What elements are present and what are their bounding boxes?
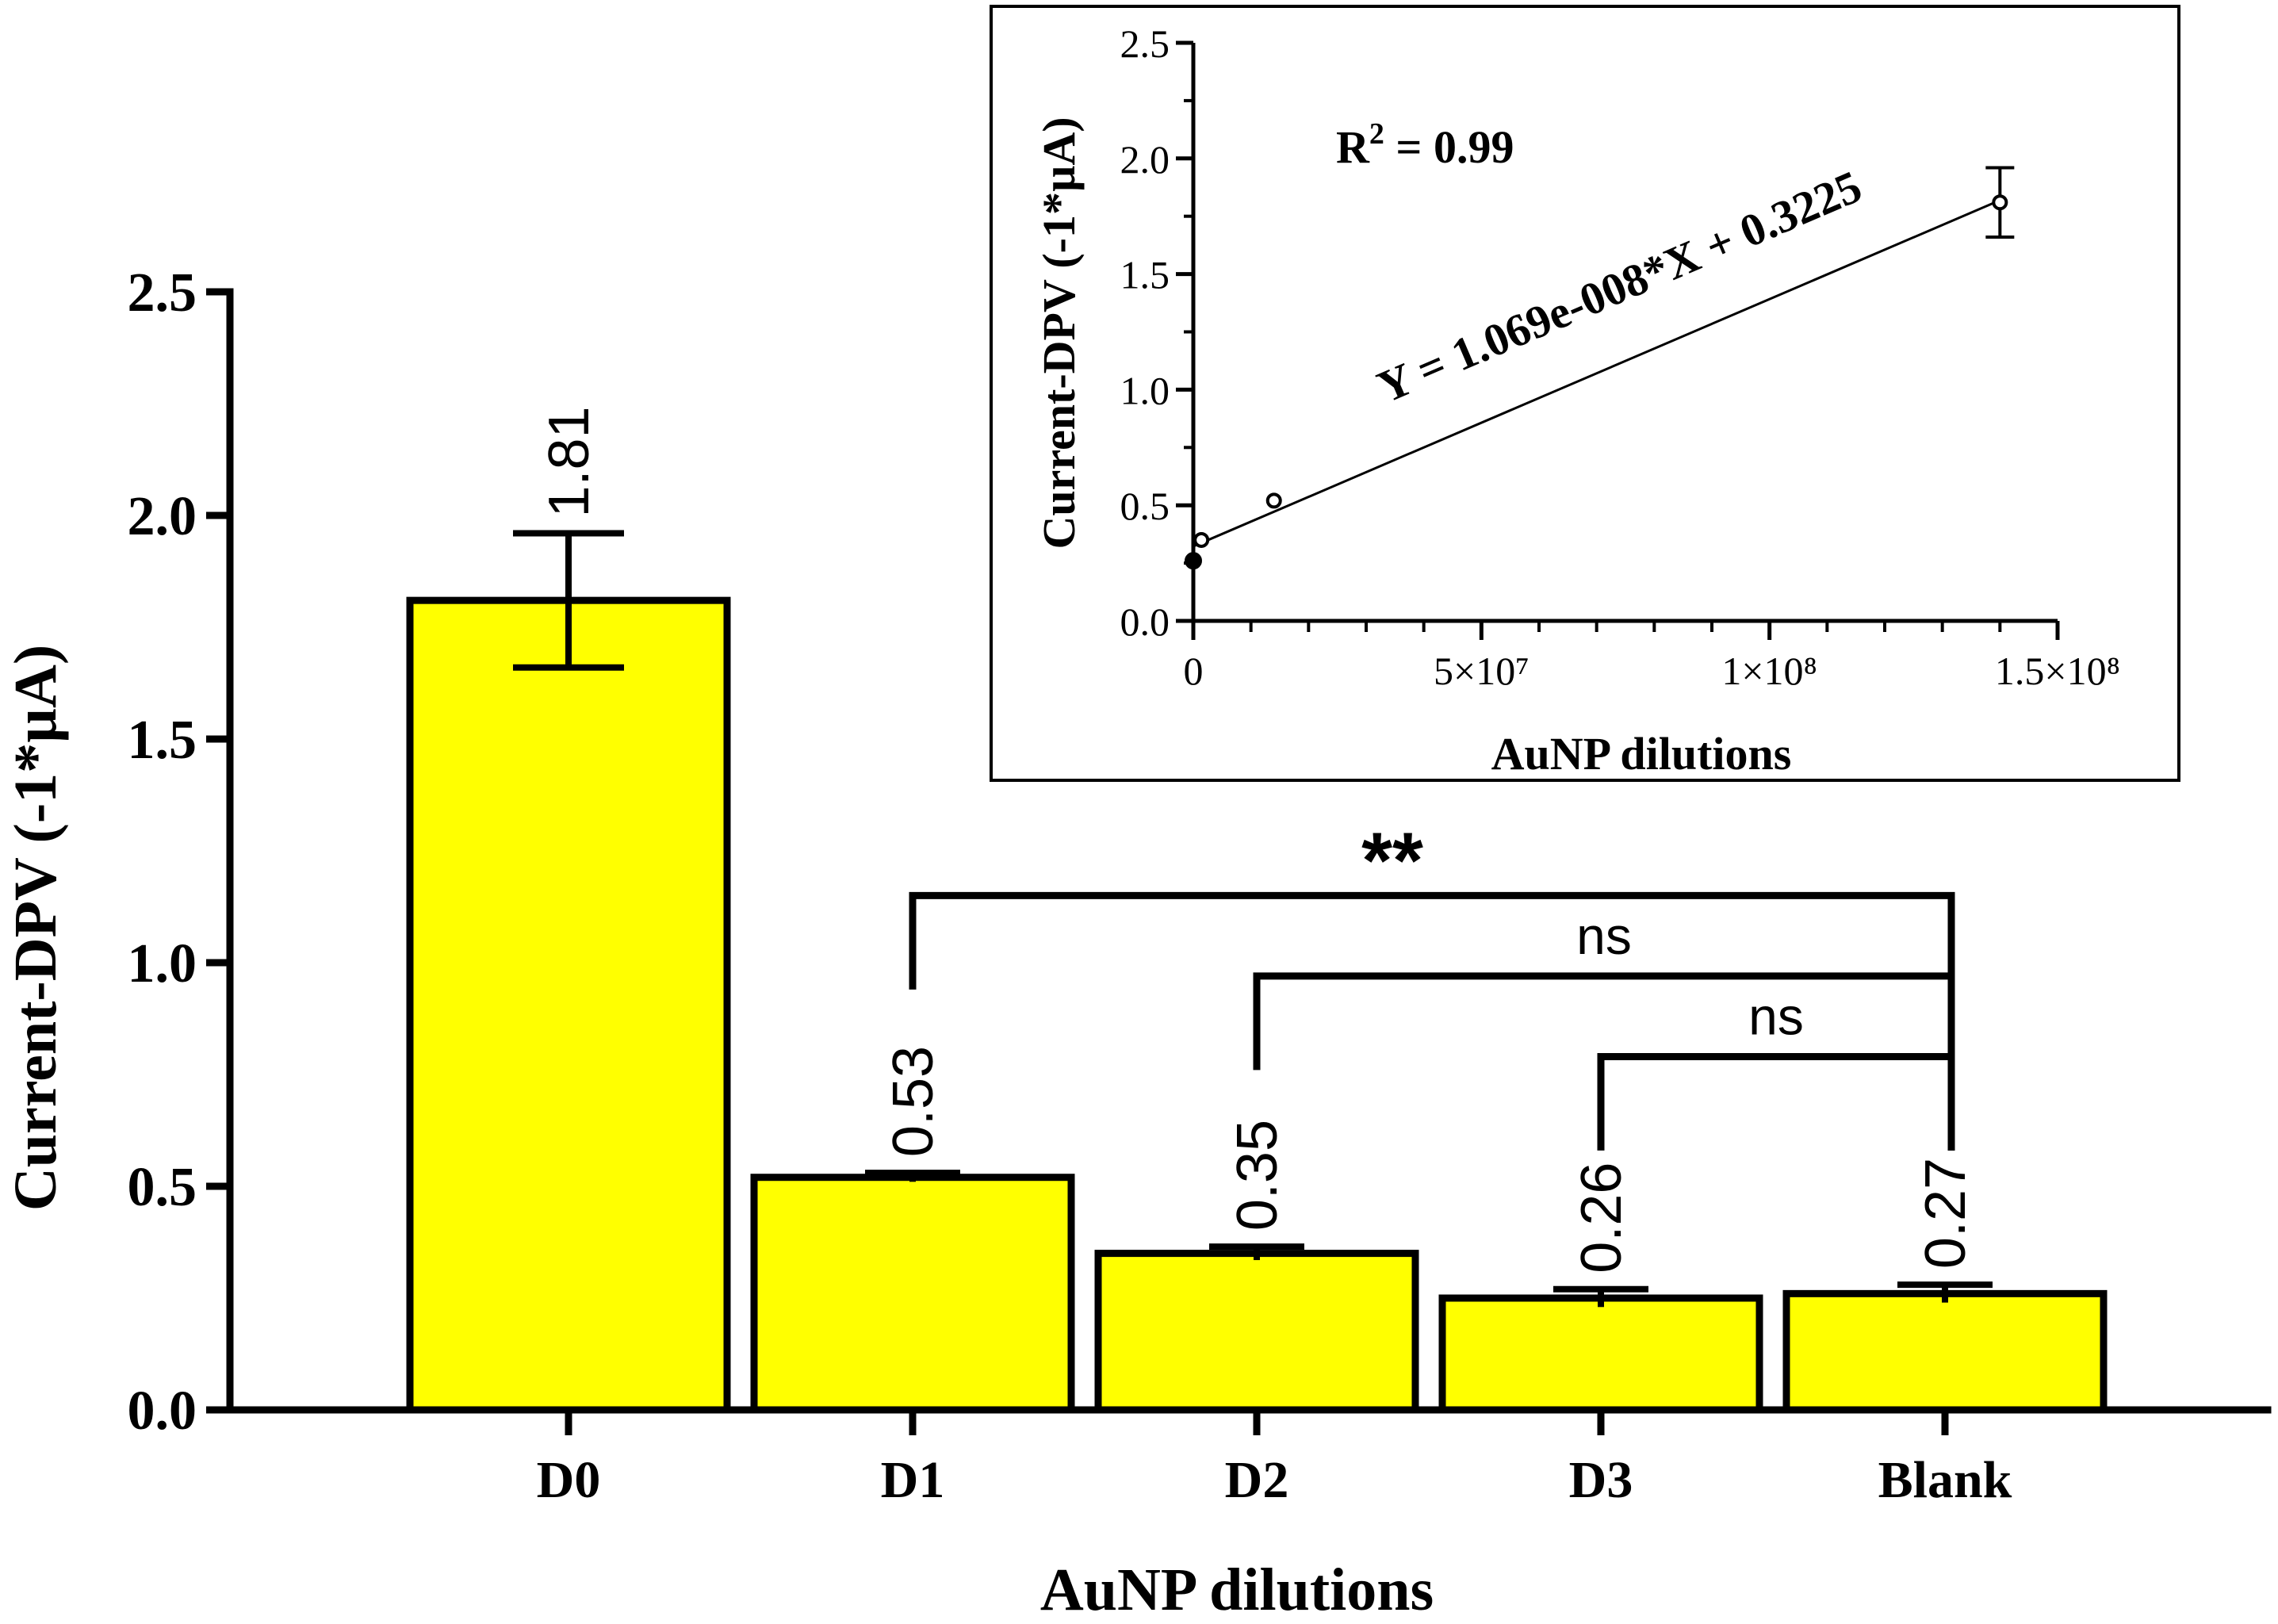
x-tick-label: D1 bbox=[881, 1451, 945, 1509]
r-squared-value: = 0.99 bbox=[1384, 121, 1514, 173]
y-tick-label: 1.5 bbox=[128, 710, 197, 771]
bar-d1 bbox=[750, 1174, 1075, 1414]
main-bar-chart: 1.81 0.53 0.35 0.26 0.27 ** ns ns 0.0 0.5 1.0 1.5… bbox=[2, 262, 2272, 1623]
x-tick-label: Blank bbox=[1878, 1451, 2012, 1509]
data-label-d1: 0.53 bbox=[882, 1046, 945, 1157]
inset-x-tick-label: 1×10⁸ bbox=[1721, 649, 1817, 693]
inset-y-tick-label: 1.5 bbox=[1120, 253, 1170, 297]
inset-x-tick-label: 1.5×10⁸ bbox=[1995, 649, 2120, 693]
bar-d3 bbox=[1438, 1294, 1763, 1414]
bar-d0 bbox=[406, 596, 731, 1414]
x-tick-label: D2 bbox=[1225, 1451, 1289, 1509]
inset-data-point bbox=[1185, 552, 1202, 570]
inset-regression-chart: 0.00.51.01.52.02.5 0 5×10⁷ 1×10⁸ 1.5×10⁸ Y … bbox=[990, 5, 2180, 782]
significance-label: ns bbox=[1576, 906, 1632, 965]
r-squared-superscript: 2 bbox=[1369, 117, 1384, 151]
inset-y-tick-label: 2.0 bbox=[1120, 137, 1170, 182]
inset-x-tick-label: 0 bbox=[1184, 649, 1204, 693]
inset-y-tick-label: 1.0 bbox=[1120, 368, 1170, 412]
significance-label: ** bbox=[1361, 816, 1423, 905]
inset-y-tick-label: 0.5 bbox=[1120, 484, 1170, 528]
y-tick-label: 2.0 bbox=[128, 486, 197, 547]
bar-d2 bbox=[1094, 1250, 1419, 1414]
inset-x-tick-label: 5×10⁷ bbox=[1434, 649, 1530, 693]
r-squared-base: R bbox=[1336, 121, 1370, 173]
inset-y-axis-title: Current-DPV (-1*µA) bbox=[1033, 117, 1085, 549]
y-axis-title: Current-DPV (-1*µA) bbox=[2, 645, 69, 1211]
data-label-d0: 1.81 bbox=[538, 406, 601, 517]
significance-bracket bbox=[1597, 1052, 1955, 1151]
inset-y-tick-label: 0.0 bbox=[1120, 599, 1170, 644]
significance-label: ns bbox=[1748, 986, 1804, 1045]
inset-frame bbox=[990, 5, 2180, 782]
r-squared-label: R2 = 0.99 bbox=[1336, 117, 1514, 173]
data-label-d2: 0.35 bbox=[1226, 1120, 1289, 1231]
regression-line bbox=[1193, 199, 2000, 548]
y-tick-label: 0.0 bbox=[128, 1381, 197, 1442]
inset-data-point bbox=[1265, 492, 1282, 509]
y-tick-label: 1.0 bbox=[128, 933, 197, 994]
x-axis-title: AuNP dilutions bbox=[1040, 1557, 1434, 1623]
data-label-d3: 0.26 bbox=[1570, 1162, 1633, 1274]
inset-y-tick-label: 2.5 bbox=[1120, 21, 1170, 66]
data-label-blank: 0.27 bbox=[1914, 1158, 1977, 1269]
inset-data-point bbox=[1193, 531, 1210, 548]
inset-data-point bbox=[1992, 194, 2008, 211]
y-tick-label: 0.5 bbox=[128, 1157, 197, 1218]
y-tick-label: 2.5 bbox=[128, 262, 197, 324]
x-tick-label: D0 bbox=[537, 1451, 601, 1509]
inset-x-axis-title: AuNP dilutions bbox=[1491, 728, 1792, 779]
x-tick-label: D3 bbox=[1569, 1451, 1633, 1509]
bar-blank bbox=[1782, 1289, 2108, 1414]
